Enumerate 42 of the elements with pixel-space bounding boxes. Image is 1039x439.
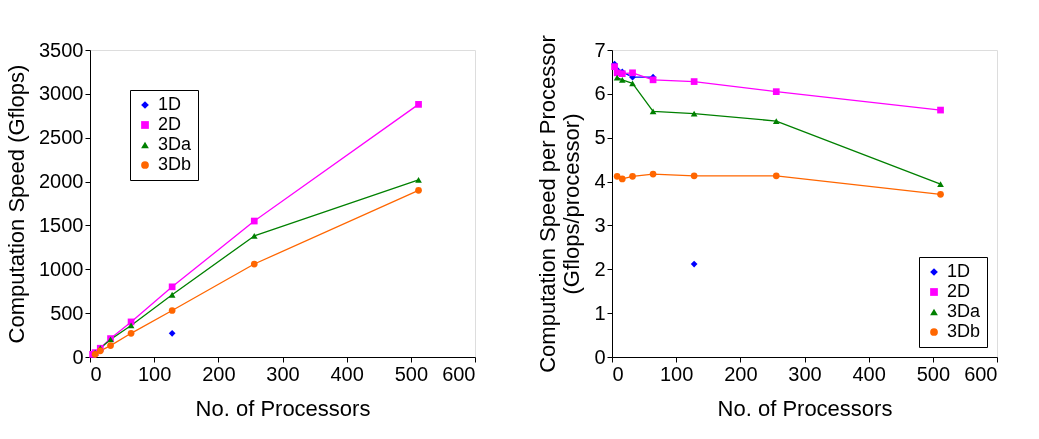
x-tick-label: 600	[964, 362, 998, 385]
x-tick-label: 500	[916, 362, 951, 385]
y-tick-label: 0	[594, 345, 606, 368]
y-axis-title: Computation Speed per Processor (Gflops/processor)	[535, 35, 585, 373]
y-tick-label: 500	[50, 301, 84, 324]
y-tick-label: 1	[594, 301, 606, 324]
y-tick-label: 1500	[39, 213, 84, 236]
y-tick-label: 2500	[39, 126, 84, 149]
x-tick-label: 200	[724, 362, 758, 385]
y-tick-label: 2	[594, 257, 606, 280]
x-tick-label: 600	[442, 362, 476, 385]
x-tick-label: 300	[266, 362, 300, 385]
x-axis-title: No. of Processors	[195, 395, 371, 421]
legend-label: 1D	[947, 261, 971, 281]
legend-label: 3Da	[158, 134, 193, 154]
y-tick-label: 2000	[39, 170, 84, 193]
y-tick-label: 1000	[39, 257, 84, 280]
legend-label: 3Db	[947, 321, 981, 341]
legend-label: 2D	[158, 114, 182, 134]
x-tick-label: 400	[330, 362, 364, 385]
y-axis-title: Computation Speed (Gflops)	[4, 64, 30, 344]
x-tick-label: 300	[788, 362, 822, 385]
x-tick-label: 0	[90, 362, 102, 385]
y-tick-label: 0	[72, 345, 84, 368]
x-tick-label: 0	[612, 362, 624, 385]
y-tick-label: 4	[594, 170, 606, 193]
legend-label: 2D	[947, 281, 971, 301]
x-tick-label: 100	[137, 362, 172, 385]
y-tick-label: 3500	[39, 38, 84, 61]
x-tick-label: 400	[852, 362, 886, 385]
x-tick-label: 100	[659, 362, 694, 385]
legend-label: 3Da	[947, 301, 982, 321]
x-tick-label: 500	[394, 362, 429, 385]
y-tick-label: 3000	[39, 82, 84, 105]
x-axis-title: No. of Processors	[717, 395, 893, 421]
x-tick-label: 200	[202, 362, 236, 385]
legend-label: 3Db	[158, 154, 192, 174]
y-tick-label: 3	[594, 213, 606, 236]
legend-label: 1D	[158, 94, 182, 114]
y-tick-label: 7	[594, 38, 606, 61]
y-tick-label: 5	[594, 126, 606, 149]
y-tick-label: 6	[594, 82, 606, 105]
